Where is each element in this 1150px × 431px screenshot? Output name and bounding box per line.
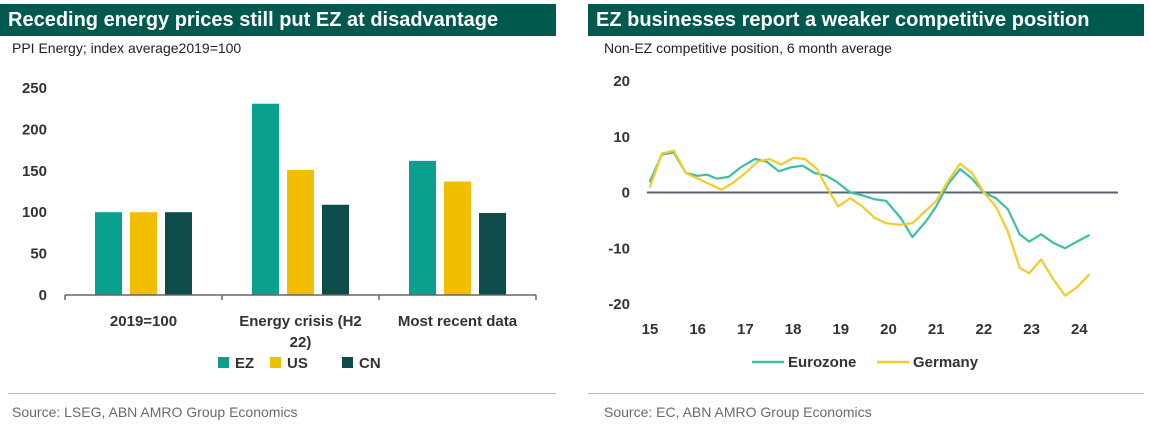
left-chart-subtitle: PPI Energy; index average2019=100 (12, 40, 242, 56)
y-tick-label: 50 (30, 246, 47, 263)
y-tick-label: 250 (22, 80, 47, 97)
series-line-eurozone (648, 151, 1090, 250)
right-chart-subtitle: Non-EZ competitive position, 6 month ave… (604, 40, 892, 56)
x-tick-label: 19 (832, 321, 849, 338)
y-tick-label: 200 (22, 121, 47, 138)
y-tick-label: -10 (608, 240, 630, 257)
x-tick-label: 17 (737, 321, 754, 338)
y-tick-label: 150 (22, 163, 47, 180)
y-tick-label: 10 (613, 129, 630, 146)
y-tick-label: -20 (608, 296, 630, 313)
legend-swatch-ez (218, 357, 229, 368)
legend-swatch-cn (342, 357, 353, 368)
x-category-label: 2019=100 (110, 313, 177, 330)
right-source-divider (588, 393, 1144, 394)
y-tick-label: 100 (22, 204, 47, 221)
bar-ez (252, 103, 279, 296)
x-tick-label: 15 (642, 321, 659, 338)
right-chart-title: EZ businesses report a weaker competitiv… (588, 4, 1144, 36)
x-tick-label: 20 (880, 321, 897, 338)
legend-label-germany: Germany (913, 354, 979, 371)
bar-ez (409, 160, 436, 295)
legend-label-eurozone: Eurozone (788, 354, 856, 371)
x-tick-label: 23 (1023, 321, 1040, 338)
x-category-label: Energy crisis (H2 (239, 313, 362, 330)
bar-us (287, 169, 314, 295)
right-chart-source: Source: EC, ABN AMRO Group Economics (604, 404, 872, 420)
bar-ez (95, 212, 122, 295)
x-tick-label: 22 (976, 321, 993, 338)
bar-chart: 0 50 100 150 200 250 2019=100 Energy crisis (H2… (22, 80, 537, 372)
bar-cn (479, 213, 506, 295)
y-tick-label: 0 (622, 185, 630, 202)
x-tick-label: 18 (785, 321, 802, 338)
x-category-label: 22) (290, 334, 312, 351)
left-chart-panel: Receding energy prices still put EZ at d… (0, 0, 556, 431)
left-chart-source: Source: LSEG, ABN AMRO Group Economics (12, 404, 298, 420)
legend-label-cn: CN (359, 355, 381, 372)
left-source-divider (8, 393, 556, 394)
bar-cn (165, 212, 192, 295)
y-tick-label: 20 (613, 73, 630, 90)
x-tick-label: 16 (689, 321, 706, 338)
bar-us (130, 212, 157, 295)
legend-label-ez: EZ (235, 355, 254, 372)
bar-cn (322, 204, 349, 295)
series-line-germany (648, 149, 1090, 297)
right-chart-panel: EZ businesses report a weaker competitiv… (588, 0, 1144, 431)
x-tick-label: 21 (928, 321, 945, 338)
legend-swatch-us (270, 357, 281, 368)
left-chart-title: Receding energy prices still put EZ at d… (0, 4, 556, 36)
y-tick-label: 0 (39, 287, 47, 304)
legend-label-us: US (287, 355, 308, 372)
x-tick-label: 24 (1071, 321, 1088, 338)
bar-us (444, 181, 471, 295)
x-category-label: Most recent data (398, 313, 518, 330)
line-chart: -20 -10 0 10 20 15 16 17 18 19 20 21 22 23 24 Eurozone G… (608, 73, 1118, 371)
